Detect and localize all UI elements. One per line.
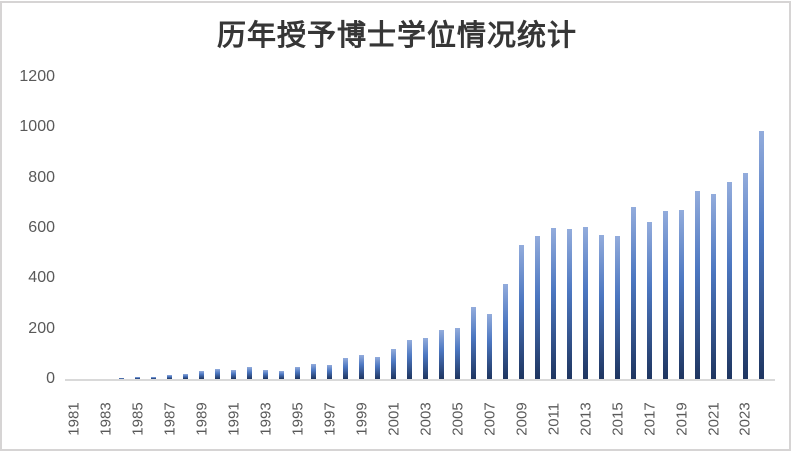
- bar-2022: [727, 182, 732, 379]
- bar-2007: [487, 314, 493, 379]
- bar-2024: [758, 130, 764, 379]
- bar-2015: [615, 235, 621, 379]
- x-tick-2009: 2009: [513, 402, 531, 436]
- bar-2000: [375, 357, 381, 379]
- bar-1996: [311, 363, 317, 379]
- bar-2018: [663, 210, 669, 379]
- x-axis-line: [65, 379, 775, 381]
- bar-1997: [327, 364, 333, 379]
- bar-2001: [391, 349, 397, 379]
- bar-1995: [295, 366, 301, 379]
- x-tick-2019: 2019: [673, 402, 691, 436]
- bar-2017: [647, 221, 653, 379]
- chart-title: 历年授予博士学位情况统计: [216, 18, 577, 52]
- bar-2023: [742, 173, 748, 379]
- x-tick-2005: 2005: [449, 402, 467, 436]
- bar-2012: [567, 228, 573, 379]
- x-tick-2001: 2001: [385, 402, 403, 436]
- bar-2019: [679, 209, 685, 379]
- bar-1993: [263, 369, 269, 379]
- bar-1984: [119, 377, 125, 379]
- bar-2005: [455, 327, 461, 379]
- y-tick-800: 800: [28, 168, 55, 186]
- x-tick-1991: 1991: [225, 402, 243, 436]
- x-tick-1983: 1983: [97, 402, 115, 436]
- x-tick-1987: 1987: [161, 402, 179, 436]
- plot-area: [65, 77, 775, 381]
- x-tick-1997: 1997: [321, 402, 339, 436]
- bar-1992: [247, 367, 253, 379]
- x-tick-2007: 2007: [481, 402, 499, 436]
- bar-1999: [359, 355, 365, 379]
- bar-2006: [471, 307, 477, 379]
- y-tick-600: 600: [28, 219, 55, 236]
- bar-1987: [167, 374, 173, 379]
- bar-1986: [151, 377, 157, 379]
- bar-1991: [231, 369, 237, 379]
- y-tick-400: 400: [28, 269, 55, 287]
- bar-2008: [503, 284, 509, 379]
- x-tick-2011: 2011: [545, 402, 563, 436]
- bar-1998: [343, 358, 349, 379]
- x-tick-2023: 2023: [736, 402, 754, 436]
- bar-2010: [535, 236, 541, 379]
- x-tick-2017: 2017: [641, 402, 659, 436]
- x-tick-2003: 2003: [417, 402, 435, 436]
- bar-1990: [215, 369, 221, 379]
- bar-2020: [695, 190, 701, 379]
- x-tick-1989: 1989: [193, 402, 211, 436]
- x-tick-1981: 1981: [65, 402, 83, 436]
- bar-2013: [583, 226, 589, 379]
- y-tick-1200: 1200: [19, 68, 55, 85]
- bar-1989: [199, 371, 205, 379]
- x-tick-2015: 2015: [609, 402, 627, 436]
- bar-1988: [183, 373, 189, 379]
- bar-1985: [135, 376, 141, 379]
- x-tick-1999: 1999: [353, 402, 371, 436]
- y-tick-1000: 1000: [19, 118, 55, 136]
- bar-2002: [407, 339, 413, 379]
- bar-2004: [439, 329, 445, 379]
- bar-2009: [519, 244, 525, 379]
- y-tick-200: 200: [28, 319, 55, 337]
- x-tick-1995: 1995: [289, 402, 307, 436]
- bar-2014: [599, 234, 605, 379]
- x-tick-2021: 2021: [705, 402, 723, 436]
- y-tick-0: 0: [46, 370, 55, 387]
- x-tick-1985: 1985: [129, 402, 147, 436]
- bar-1994: [279, 371, 285, 379]
- x-tick-1993: 1993: [257, 402, 275, 436]
- bar-2021: [711, 194, 717, 379]
- bar-2003: [423, 337, 429, 379]
- bar-2011: [551, 227, 557, 379]
- x-tick-2013: 2013: [577, 402, 595, 436]
- bar-2016: [631, 206, 637, 379]
